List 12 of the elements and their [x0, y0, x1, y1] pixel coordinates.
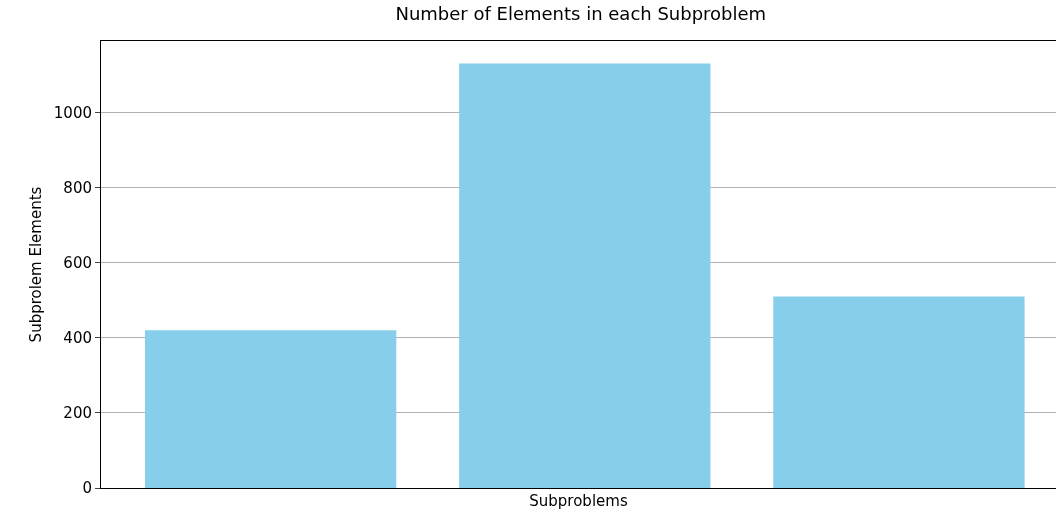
y-axis-title: Subprolem Elements [27, 186, 46, 343]
y-tick-label: 400 [63, 329, 92, 347]
chart-title: Number of Elements in each Subproblem [395, 3, 767, 25]
y-tick-label: 200 [63, 404, 92, 423]
bar [459, 63, 711, 488]
bar [144, 330, 397, 488]
y-tick-label: 1000 [53, 103, 92, 122]
x-axis-title: Subproblems [529, 492, 628, 510]
y-tick-label: 600 [63, 253, 92, 272]
bar [773, 296, 1025, 488]
y-tick-label: 0 [82, 479, 92, 498]
y-tick-label: 800 [63, 178, 92, 197]
